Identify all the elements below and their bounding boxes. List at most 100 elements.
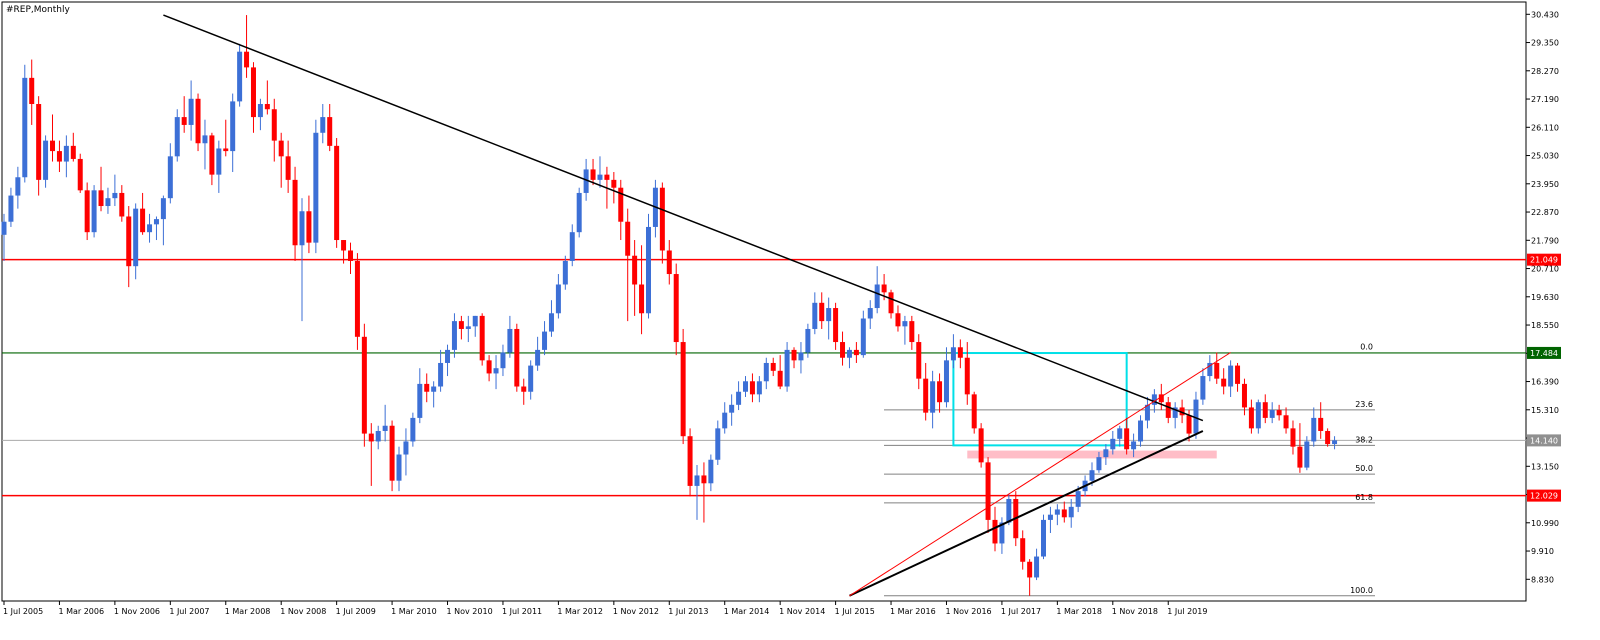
time-tick-label: 1 Mar 2012 <box>557 607 603 616</box>
candle <box>396 446 402 492</box>
candle <box>451 313 457 358</box>
candle-body <box>354 260 360 337</box>
candle <box>1047 506 1053 533</box>
candle <box>431 381 437 408</box>
candle <box>1144 396 1150 429</box>
candle <box>348 242 353 275</box>
candle-body <box>493 368 499 374</box>
candle <box>153 216 159 241</box>
candle-body <box>840 342 846 358</box>
candle <box>438 349 444 392</box>
candle-body <box>992 519 998 544</box>
candle-body <box>1138 420 1144 442</box>
candle-body <box>1214 362 1220 379</box>
candle <box>812 292 818 335</box>
candle <box>424 373 430 403</box>
candle <box>313 119 319 254</box>
time-tick-label: 1 Mar 2010 <box>391 607 437 616</box>
candle-body <box>1248 407 1254 429</box>
candle-body <box>292 179 298 246</box>
candle-body <box>1276 410 1282 416</box>
candle-body <box>881 284 887 293</box>
time-tick-label: 1 Jul 2015 <box>835 607 875 616</box>
uptrend-red-line[interactable] <box>849 352 1231 597</box>
candle-body <box>895 313 901 327</box>
trendlines[interactable] <box>163 14 1231 597</box>
candle-body <box>659 187 665 251</box>
candle-body <box>902 321 908 327</box>
candle <box>285 140 291 193</box>
candle <box>930 370 936 429</box>
drawn-shapes[interactable] <box>952 352 1217 459</box>
candle <box>722 402 728 434</box>
candle <box>999 517 1005 554</box>
candle-body <box>1255 402 1261 429</box>
candle <box>417 368 423 424</box>
candle <box>888 289 894 319</box>
candle <box>639 245 645 335</box>
long-downtrend-line[interactable] <box>163 14 1204 422</box>
candle <box>548 300 554 337</box>
candle <box>819 292 825 329</box>
candle-body <box>105 198 111 207</box>
candle <box>950 334 956 369</box>
price-tick-label: 26.110 <box>1531 123 1559 132</box>
candle <box>43 135 49 188</box>
candle-body <box>306 211 312 243</box>
candle-body <box>743 381 749 392</box>
candle <box>1235 362 1241 392</box>
candle-body <box>846 349 852 358</box>
candle-body <box>250 67 256 118</box>
chart-title: #REP,Monthly <box>6 5 70 15</box>
resistance-price-tag-bg <box>1527 253 1561 266</box>
candle-body <box>937 381 943 403</box>
candle <box>216 140 222 193</box>
candle <box>264 80 270 115</box>
candle-body <box>763 362 769 382</box>
fib-level-label: 23.6 <box>1355 400 1373 409</box>
fib-level-label: 61.8 <box>1355 493 1373 502</box>
candle-body <box>597 174 603 180</box>
candle-body <box>91 190 97 233</box>
candle-body <box>943 360 949 403</box>
candle-body <box>278 140 284 157</box>
candle <box>590 158 596 186</box>
candle <box>1283 407 1289 434</box>
candle-body <box>611 179 617 188</box>
candle-body <box>507 328 513 353</box>
candle <box>250 62 256 133</box>
candle <box>237 43 243 107</box>
candle <box>334 138 340 248</box>
candle <box>486 355 492 382</box>
candle-body <box>486 360 492 374</box>
candle <box>909 315 915 350</box>
candle-body <box>867 308 873 319</box>
candle <box>784 342 790 392</box>
uptrend-support-line[interactable] <box>849 430 1204 597</box>
candle-body <box>313 132 319 243</box>
candle <box>701 462 707 523</box>
candle-body <box>1179 407 1185 416</box>
candle-body <box>1207 362 1213 377</box>
candle-body <box>521 386 527 392</box>
candle-body <box>736 391 742 405</box>
candle <box>84 182 90 241</box>
candle-body <box>1054 509 1060 515</box>
candle <box>715 420 721 465</box>
candle-body <box>472 315 478 327</box>
candle-body <box>396 454 402 481</box>
candle <box>777 355 783 390</box>
price-tick-label: 30.430 <box>1531 10 1559 19</box>
candle <box>389 420 395 492</box>
candle-body <box>666 250 672 275</box>
support-zone[interactable] <box>967 450 1217 459</box>
candle-body <box>174 117 180 157</box>
consolidation-box[interactable] <box>952 352 1128 447</box>
candle <box>1075 485 1081 513</box>
time-tick-label: 1 Nov 2008 <box>280 607 326 616</box>
candle-body <box>860 318 866 356</box>
candle <box>140 192 146 235</box>
time-tick-label: 1 Jul 2007 <box>169 607 209 616</box>
